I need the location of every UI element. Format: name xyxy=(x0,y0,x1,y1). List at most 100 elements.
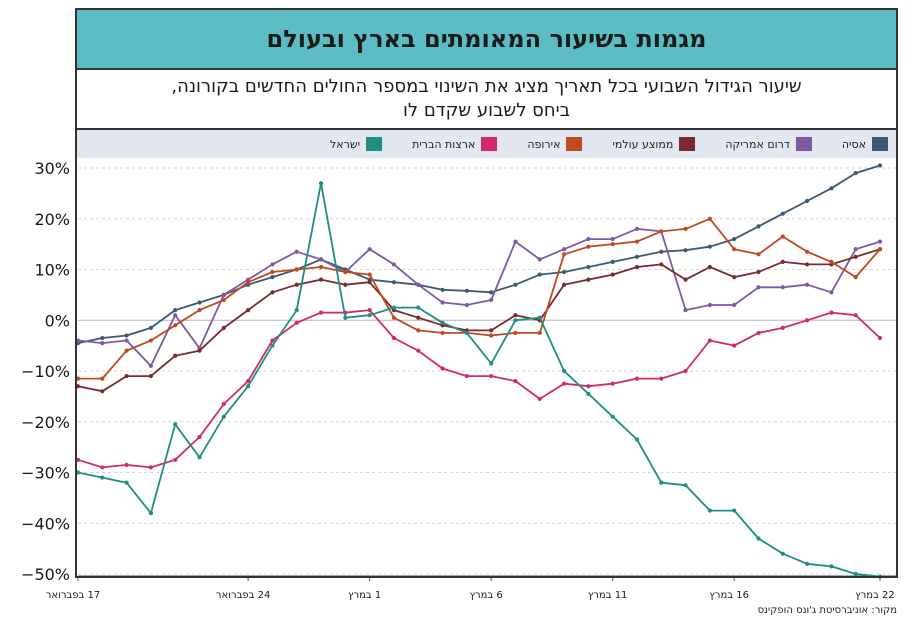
data-point xyxy=(391,305,397,310)
data-point xyxy=(416,348,421,353)
series-line xyxy=(77,164,881,344)
data-point xyxy=(586,244,591,249)
data-point xyxy=(659,376,664,381)
data-point xyxy=(610,259,615,264)
data-point xyxy=(610,381,615,386)
data-point xyxy=(732,302,737,308)
data-point xyxy=(829,259,834,264)
data-point xyxy=(197,434,202,440)
data-point xyxy=(489,297,494,303)
data-point xyxy=(586,264,591,270)
data-point xyxy=(732,508,737,513)
data-point xyxy=(634,264,640,270)
data-point xyxy=(804,198,810,204)
data-point xyxy=(391,262,397,267)
data-point xyxy=(853,254,858,259)
data-point xyxy=(318,257,324,262)
legend-item: אירופה xyxy=(527,137,583,151)
data-point xyxy=(489,290,494,295)
x-tick-label: 1 במרץ xyxy=(348,590,381,601)
data-point xyxy=(634,437,640,442)
data-point xyxy=(246,308,251,313)
legend-label: דרום אמריקה xyxy=(725,137,790,151)
data-point xyxy=(173,422,178,427)
data-point xyxy=(416,282,421,287)
data-point xyxy=(440,300,445,305)
data-point xyxy=(489,361,494,366)
data-point xyxy=(197,300,202,305)
data-point xyxy=(416,315,421,320)
data-point xyxy=(148,363,154,369)
data-point xyxy=(634,376,640,381)
data-point xyxy=(343,269,348,275)
data-point xyxy=(173,308,178,313)
legend-swatch xyxy=(481,137,498,151)
data-point xyxy=(804,249,810,254)
data-point xyxy=(707,216,712,221)
data-point xyxy=(707,302,712,308)
data-point xyxy=(124,480,129,485)
y-tick-label: −20% xyxy=(21,413,70,432)
legend-label: ישראל xyxy=(330,137,361,151)
data-point xyxy=(246,379,251,384)
data-point xyxy=(732,275,737,280)
data-point xyxy=(829,564,834,569)
legend-item: דרום אמריקה xyxy=(725,137,812,151)
data-point xyxy=(853,247,858,252)
data-point xyxy=(683,483,688,488)
data-point xyxy=(124,333,129,338)
data-point xyxy=(124,338,129,343)
data-point xyxy=(610,236,615,242)
gridlines xyxy=(78,167,897,575)
data-point xyxy=(391,315,397,320)
data-point xyxy=(561,381,567,386)
data-point xyxy=(877,335,883,341)
data-point xyxy=(634,226,640,231)
data-point xyxy=(294,308,299,313)
data-point xyxy=(318,277,324,282)
legend: אסיה דרום אמריקה ממוצע עולמי אירופה ארצות הב… xyxy=(77,130,896,158)
data-point xyxy=(124,462,129,467)
data-point xyxy=(634,239,640,244)
data-point xyxy=(586,277,591,282)
x-tick-label: 17 בפברואר xyxy=(46,590,100,601)
data-point xyxy=(367,308,372,313)
data-point xyxy=(221,414,226,419)
data-point xyxy=(246,280,251,285)
data-point xyxy=(707,338,712,343)
data-point xyxy=(537,396,542,402)
data-point xyxy=(391,335,397,341)
series-lines xyxy=(75,163,883,579)
legend-swatch xyxy=(366,137,383,151)
legend-label: ארצות הברית xyxy=(412,137,476,151)
x-tick-label: 22 במרץ xyxy=(855,590,895,601)
data-point xyxy=(124,348,129,353)
data-point xyxy=(707,508,712,513)
y-tick-label: 10% xyxy=(34,261,70,280)
data-point xyxy=(561,247,567,252)
subtitle-line-2: ביחס לשבוע שקדם לו xyxy=(402,100,571,121)
y-tick-label: 0% xyxy=(45,311,70,330)
source-note: מקור: אוניברסיטת ג'ונס הופקינס xyxy=(757,605,897,616)
x-tick-label: 6 במרץ xyxy=(470,590,503,601)
data-point xyxy=(780,211,785,216)
subtitle-line-1: שיעור הגידול השבועי בכל תאריך מציג את הש… xyxy=(171,76,802,97)
y-axis: 30% 20% 10% 0% −10% −20% −30% −40% −50% xyxy=(21,159,70,584)
data-point xyxy=(367,313,372,318)
data-point xyxy=(464,302,469,308)
data-point xyxy=(804,561,810,566)
data-point xyxy=(148,325,154,330)
data-point xyxy=(294,282,299,287)
data-point xyxy=(343,282,348,287)
data-point xyxy=(100,389,105,394)
data-point xyxy=(440,330,445,336)
data-point xyxy=(756,285,761,290)
data-point xyxy=(586,391,591,396)
data-point xyxy=(270,343,275,348)
data-point xyxy=(537,257,542,262)
legend-label: ממוצע עולמי xyxy=(612,137,674,151)
data-point xyxy=(756,269,761,275)
data-point xyxy=(197,308,202,313)
data-point xyxy=(148,338,154,343)
